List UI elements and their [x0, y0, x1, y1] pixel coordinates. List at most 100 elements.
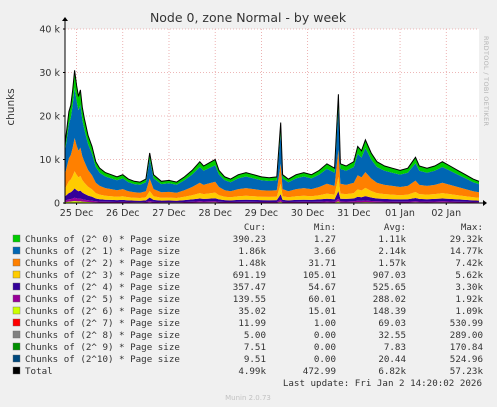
legend-value-min: 31.71	[308, 258, 336, 269]
legend-series-name: Chunks of (2^ 6) * Page size	[25, 306, 180, 317]
y-tick-label: 30 k	[39, 68, 60, 79]
legend-value-avg: 69.03	[378, 318, 406, 329]
legend-header-min: Min:	[314, 222, 336, 233]
legend-swatch	[12, 282, 21, 291]
legend-value-max: 57.23k	[450, 366, 484, 377]
legend-series-name: Total	[25, 366, 53, 377]
legend-value-max: 289.00	[450, 330, 483, 341]
legend-value-cur: 1.86k	[238, 246, 266, 257]
rrdtool-credit: RRDTOOL / TOBI OETIKER	[482, 36, 490, 126]
legend-swatch	[12, 234, 21, 243]
y-tick-label: 10 k	[39, 155, 60, 166]
x-tick-label: 26 Dec	[106, 208, 140, 219]
legend-value-avg: 907.03	[373, 270, 406, 281]
x-tick-labels: 25 Dec 26 Dec 27 Dec 28 Dec 29 Dec 30 Dec 31 D…	[60, 203, 461, 219]
y-axis-arrow	[62, 17, 68, 21]
legend-value-max: 170.84	[450, 342, 484, 353]
y-tick-label: 0	[54, 199, 60, 210]
legend-value-min: 60.01	[308, 294, 336, 305]
legend-swatch	[12, 270, 21, 279]
legend-series-name: Chunks of (2^ 9) * Page size	[25, 342, 180, 353]
legend-series-name: Chunks of (2^10) * Page size	[25, 354, 180, 365]
x-axis-arrow	[483, 200, 487, 206]
legend-series-name: Chunks of (2^ 8) * Page size	[25, 330, 180, 341]
y-tick-labels: 0 10 k 20 k 30 k 40 k	[39, 25, 65, 210]
x-tick-label: 31 Dec	[337, 208, 371, 219]
y-axis-label: chunks	[5, 88, 17, 125]
legend-value-avg: 525.65	[373, 282, 406, 293]
x-tick-label: 28 Dec	[198, 208, 232, 219]
axes	[62, 17, 487, 206]
chart-title: Node 0, zone Normal - by week	[150, 10, 347, 25]
legend-series-name: Chunks of (2^ 7) * Page size	[25, 318, 180, 329]
area-band	[65, 138, 479, 198]
x-tick-label: 25 Dec	[60, 208, 94, 219]
legend-value-cur: 9.51	[244, 354, 266, 365]
legend-value-max: 7.42k	[455, 258, 483, 269]
munin-version-text: Munin 2.0.73	[225, 394, 271, 402]
x-tick-label: 01 Jan	[385, 208, 415, 219]
legend-value-avg: 2.14k	[378, 246, 406, 257]
legend-value-avg: 32.55	[378, 330, 406, 341]
legend-value-cur: 139.55	[233, 294, 266, 305]
legend-header-max: Max:	[461, 222, 483, 233]
area-band	[65, 87, 479, 193]
x-tick-label: 30 Dec	[291, 208, 325, 219]
legend-value-avg: 20.44	[378, 354, 406, 365]
legend-value-cur: 4.99k	[238, 366, 266, 377]
legend-swatch	[12, 258, 21, 267]
legend-value-min: 15.01	[308, 306, 336, 317]
legend-header-cur: Cur:	[244, 222, 266, 233]
legend-value-min: 0.00	[314, 342, 336, 353]
x-tick-label: 02 Jan	[431, 208, 461, 219]
total-line	[64, 70, 480, 183]
y-tick-label: 40 k	[39, 25, 60, 36]
area-band	[65, 197, 479, 203]
legend-value-max: 524.96	[450, 354, 483, 365]
legend-swatch	[12, 306, 21, 315]
legend-swatch	[12, 294, 21, 303]
legend-series-name: Chunks of (2^ 4) * Page size	[25, 282, 180, 293]
legend-value-max: 1.92k	[455, 294, 483, 305]
legend-value-cur: 1.48k	[238, 258, 266, 269]
legend-value-max: 29.32k	[450, 234, 484, 245]
legend-value-min: 472.99	[303, 366, 336, 377]
legend-value-max: 530.99	[450, 318, 483, 329]
legend-value-max: 1.09k	[455, 306, 483, 317]
legend-value-cur: 691.19	[233, 270, 266, 281]
legend: Cur: Min: Avg: Max: Chunks of (2^ 0) * Page …	[12, 222, 484, 377]
area-band	[65, 188, 479, 203]
legend-value-cur: 390.23	[233, 234, 266, 245]
legend-value-cur: 7.51	[244, 342, 266, 353]
legend-value-min: 1.27	[314, 234, 336, 245]
x-tick-label: 29 Dec	[245, 208, 279, 219]
legend-value-min: 54.67	[308, 282, 336, 293]
legend-header-avg: Avg:	[384, 222, 406, 233]
area-band	[65, 201, 479, 203]
y-tick-label: 20 k	[39, 112, 60, 123]
legend-value-avg: 6.82k	[378, 366, 406, 377]
legend-swatch	[12, 318, 21, 327]
legend-value-max: 3.30k	[455, 282, 483, 293]
legend-value-min: 0.00	[314, 354, 336, 365]
legend-value-max: 5.62k	[455, 270, 483, 281]
legend-swatch	[12, 366, 21, 375]
area-band	[65, 171, 479, 201]
last-update-text: Last update: Fri Jan 2 14:20:02 2026	[283, 378, 482, 389]
legend-value-cur: 35.02	[238, 306, 266, 317]
legend-swatch	[12, 330, 21, 339]
legend-swatch	[12, 354, 21, 363]
legend-value-avg: 1.11k	[378, 234, 406, 245]
legend-series-name: Chunks of (2^ 1) * Page size	[25, 246, 180, 257]
legend-value-min: 0.00	[314, 330, 336, 341]
legend-value-max: 14.77k	[450, 246, 484, 257]
legend-value-min: 3.66	[314, 246, 336, 257]
legend-value-min: 1.00	[314, 318, 336, 329]
legend-value-avg: 288.02	[373, 294, 406, 305]
legend-series-name: Chunks of (2^ 2) * Page size	[25, 258, 180, 269]
legend-series-name: Chunks of (2^ 0) * Page size	[25, 234, 180, 245]
legend-series-name: Chunks of (2^ 5) * Page size	[25, 294, 180, 305]
legend-series-name: Chunks of (2^ 3) * Page size	[25, 270, 180, 281]
legend-value-min: 105.01	[303, 270, 336, 281]
